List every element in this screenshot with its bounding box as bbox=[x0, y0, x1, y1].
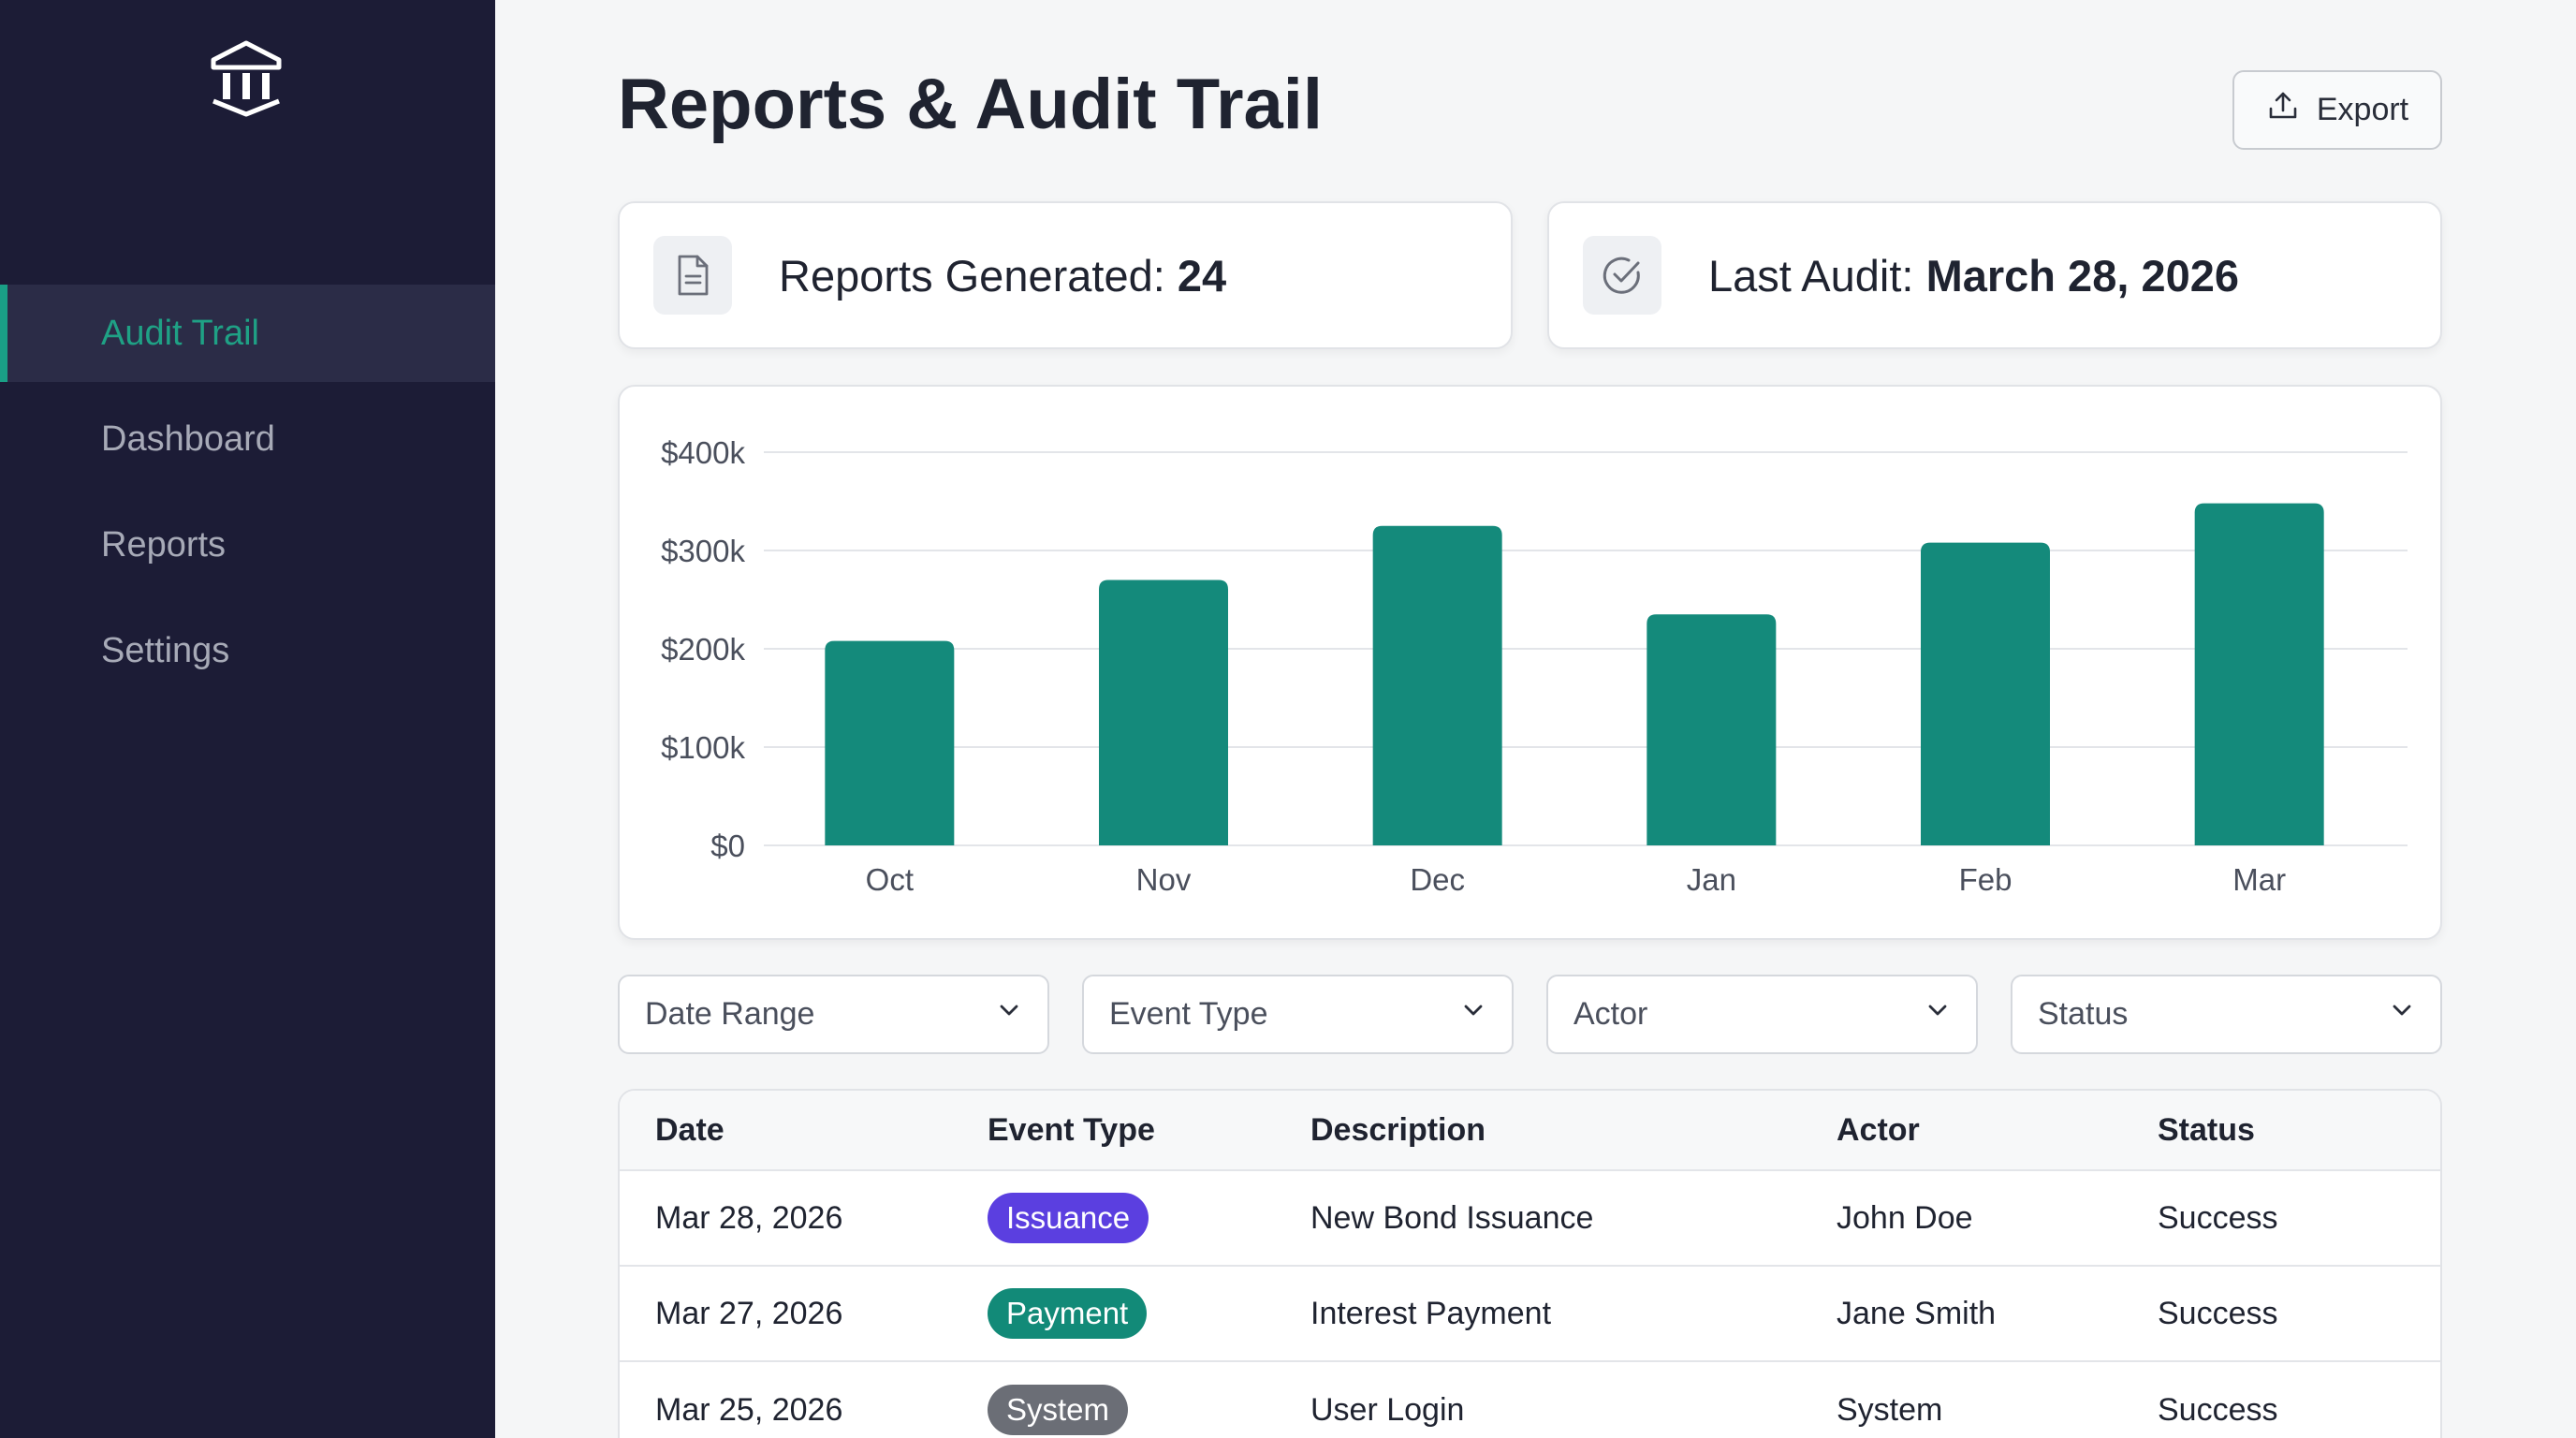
x-tick-label: Mar bbox=[2232, 862, 2286, 897]
column-header-actor[interactable]: Actor bbox=[1837, 1111, 1920, 1148]
cell-date: Mar 27, 2026 bbox=[655, 1295, 843, 1331]
bank-building-icon[interactable] bbox=[208, 39, 285, 118]
sidebar-item-label: Dashboard bbox=[101, 418, 275, 459]
upload-icon bbox=[2266, 89, 2300, 131]
table-row[interactable]: Mar 27, 2026 Payment Interest Payment Ja… bbox=[620, 1267, 2440, 1362]
x-tick-label: Jan bbox=[1687, 862, 1736, 897]
cell-status: Success bbox=[2158, 1295, 2278, 1331]
event-type-filter[interactable]: Event Type bbox=[1082, 975, 1514, 1054]
stat-value: 24 bbox=[1177, 250, 1227, 301]
event-badge: Payment bbox=[988, 1288, 1148, 1339]
event-badge: System bbox=[988, 1385, 1129, 1435]
bar bbox=[1647, 614, 1777, 845]
y-tick-label: $0 bbox=[710, 829, 745, 863]
check-circle-icon bbox=[1583, 236, 1661, 315]
sidebar: Audit Trail Dashboard Reports Settings bbox=[0, 0, 495, 1438]
stat-label: Reports Generated: bbox=[779, 250, 1165, 301]
cell-actor: Jane Smith bbox=[1837, 1295, 1997, 1331]
last-audit-card: Last Audit: March 28, 2026 bbox=[1547, 201, 2442, 349]
stat-label: Last Audit: bbox=[1708, 250, 1914, 301]
audit-table: Date Event Type Description Actor Status… bbox=[618, 1089, 2442, 1438]
date-range-filter[interactable]: Date Range bbox=[618, 975, 1049, 1054]
revenue-chart-card: $0 $100k $200k $300k $400k Oct Nov Dec Jan Feb Mar bbox=[618, 385, 2442, 940]
bar bbox=[825, 640, 955, 845]
reports-generated-stat: Reports Generated: 24 bbox=[779, 250, 1226, 301]
table-header: Date Event Type Description Actor Status bbox=[620, 1091, 2440, 1171]
table-row[interactable]: Mar 28, 2026 Issuance New Bond Issuance … bbox=[620, 1171, 2440, 1267]
cell-actor: System bbox=[1837, 1391, 1943, 1428]
cell-description: New Bond Issuance bbox=[1310, 1199, 1594, 1236]
cell-actor: John Doe bbox=[1837, 1199, 1973, 1236]
export-label: Export bbox=[2316, 92, 2409, 127]
x-tick-label: Dec bbox=[1410, 862, 1465, 897]
reports-generated-card: Reports Generated: 24 bbox=[618, 201, 1513, 349]
document-icon bbox=[653, 236, 732, 315]
x-tick-label: Nov bbox=[1136, 862, 1192, 897]
last-audit-stat: Last Audit: March 28, 2026 bbox=[1708, 250, 2239, 301]
y-tick-label: $200k bbox=[661, 632, 745, 667]
bar bbox=[1372, 525, 1502, 845]
y-tick-label: $100k bbox=[661, 730, 745, 765]
cell-event-type: Issuance bbox=[988, 1171, 1149, 1265]
chevron-down-icon bbox=[2388, 996, 2416, 1033]
stat-value: March 28, 2026 bbox=[1925, 250, 2240, 301]
y-tick-label: $400k bbox=[661, 435, 745, 470]
status-filter[interactable]: Status bbox=[2011, 975, 2442, 1054]
filter-label: Event Type bbox=[1109, 996, 1268, 1032]
sidebar-item-label: Settings bbox=[101, 630, 230, 670]
cell-description: User Login bbox=[1310, 1391, 1465, 1428]
sidebar-item-settings[interactable]: Settings bbox=[0, 602, 495, 699]
column-header-status[interactable]: Status bbox=[2158, 1111, 2255, 1148]
cell-status: Success bbox=[2158, 1199, 2278, 1236]
sidebar-item-audit-trail[interactable]: Audit Trail bbox=[0, 285, 495, 382]
export-button[interactable]: Export bbox=[2232, 70, 2442, 150]
sidebar-item-label: Audit Trail bbox=[101, 313, 259, 353]
x-tick-label: Oct bbox=[866, 862, 914, 897]
cell-event-type: Payment bbox=[988, 1267, 1148, 1360]
table-row[interactable]: Mar 25, 2026 System User Login System Su… bbox=[620, 1362, 2440, 1438]
sidebar-item-dashboard[interactable]: Dashboard bbox=[0, 390, 495, 488]
sidebar-nav: Audit Trail Dashboard Reports Settings bbox=[0, 285, 495, 708]
chevron-down-icon bbox=[1459, 996, 1487, 1033]
cell-date: Mar 25, 2026 bbox=[655, 1391, 843, 1428]
bar bbox=[1921, 542, 2050, 845]
column-header-date[interactable]: Date bbox=[655, 1111, 724, 1148]
sidebar-item-reports[interactable]: Reports bbox=[0, 496, 495, 594]
cell-event-type: System bbox=[988, 1362, 1129, 1438]
column-header-description[interactable]: Description bbox=[1310, 1111, 1486, 1148]
sidebar-item-label: Reports bbox=[101, 524, 227, 565]
bar bbox=[2194, 503, 2324, 845]
chevron-down-icon bbox=[995, 996, 1023, 1033]
y-tick-label: $300k bbox=[661, 534, 745, 568]
filter-label: Actor bbox=[1573, 996, 1648, 1032]
actor-filter[interactable]: Actor bbox=[1546, 975, 1978, 1054]
cell-status: Success bbox=[2158, 1391, 2278, 1428]
bar bbox=[1099, 580, 1228, 845]
cell-date: Mar 28, 2026 bbox=[655, 1199, 843, 1236]
chevron-down-icon bbox=[1924, 996, 1952, 1033]
column-header-event-type[interactable]: Event Type bbox=[988, 1111, 1155, 1148]
x-tick-label: Feb bbox=[1959, 862, 2012, 897]
cell-description: Interest Payment bbox=[1310, 1295, 1552, 1331]
bar-chart: $0 $100k $200k $300k $400k Oct Nov Dec Jan Feb Mar bbox=[661, 435, 2408, 897]
event-badge: Issuance bbox=[988, 1193, 1149, 1243]
page-title: Reports & Audit Trail bbox=[618, 65, 1324, 144]
filter-label: Date Range bbox=[645, 996, 815, 1032]
filter-label: Status bbox=[2038, 996, 2129, 1032]
